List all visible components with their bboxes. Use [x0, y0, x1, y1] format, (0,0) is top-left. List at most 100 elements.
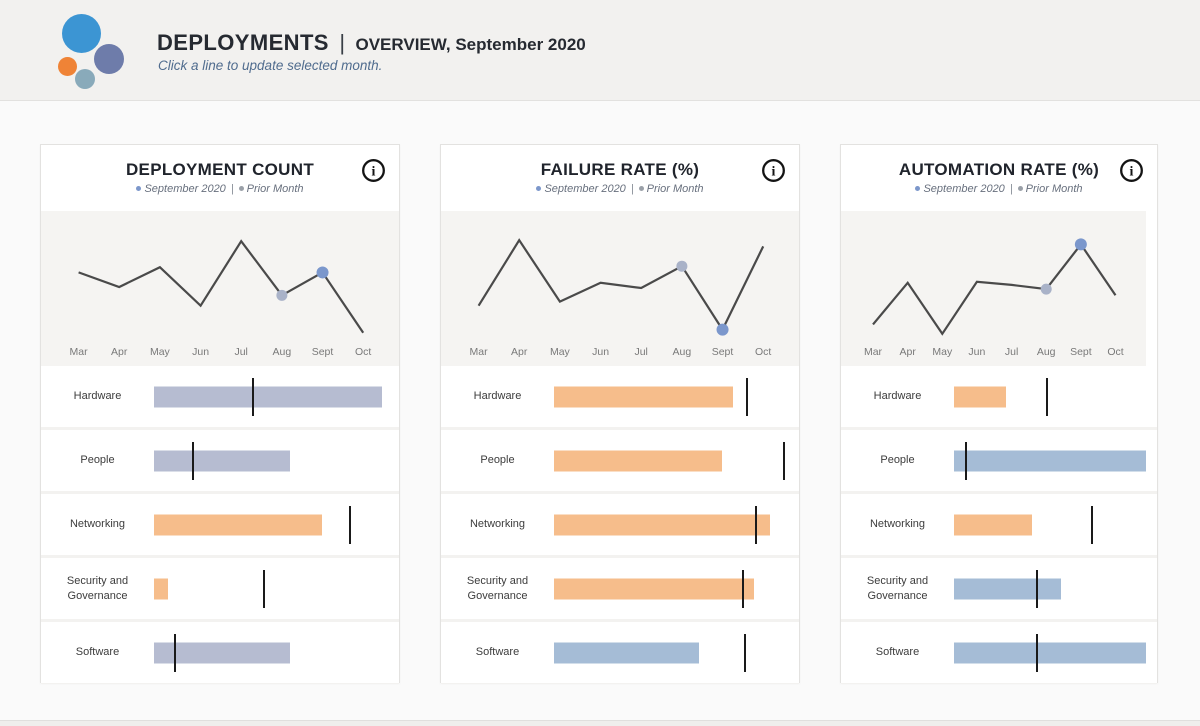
logo-circle-purple	[94, 44, 124, 74]
current-month-bar[interactable]	[554, 386, 734, 407]
bullet-track	[554, 622, 784, 683]
category-label: Networking	[469, 518, 526, 531]
svg-text:i: i	[772, 165, 776, 180]
trend-line-chart[interactable]: Mar Apr May Jun Jul Aug Sept Oct	[441, 211, 799, 366]
bullet-row: Software	[41, 622, 399, 683]
current-month-bar[interactable]	[154, 514, 322, 535]
prior-month-marker[interactable]	[276, 289, 288, 301]
trend-line[interactable]	[477, 238, 765, 332]
info-icon-glyph: i	[762, 159, 785, 182]
current-month-bar[interactable]	[554, 642, 699, 663]
selected-month-marker[interactable]	[316, 266, 329, 279]
category-label: Software	[875, 646, 920, 659]
prior-month-tick	[1036, 569, 1039, 608]
title-separator: |	[339, 30, 346, 55]
trend-line-svg[interactable]: Mar Apr May Jun Jul Aug Sept Oct	[841, 211, 1146, 366]
bullet-track	[154, 622, 384, 683]
info-icon[interactable]: i	[1119, 158, 1144, 183]
bullet-track	[954, 622, 1148, 683]
bullet-track	[554, 366, 784, 427]
bullet-row: Networking	[441, 494, 799, 555]
current-month-bar[interactable]	[154, 386, 382, 407]
current-month-bar[interactable]	[154, 578, 168, 599]
trend-line-chart[interactable]: Mar Apr May Jun Jul Aug Sept Oct	[41, 211, 399, 366]
month-axis-label: Mar	[470, 346, 489, 358]
current-month-bar[interactable]	[954, 386, 1007, 407]
bullet-track	[154, 494, 384, 555]
info-icon-glyph: i	[362, 159, 385, 182]
selected-month-marker[interactable]	[1074, 238, 1087, 251]
prior-month-tick	[263, 569, 266, 608]
category-label: Networking	[69, 518, 126, 531]
current-month-bar[interactable]	[154, 642, 290, 663]
trend-line[interactable]	[872, 242, 1117, 336]
bullet-row: Software	[441, 622, 799, 683]
bullet-row: People	[441, 430, 799, 491]
info-icon[interactable]: i	[361, 158, 386, 183]
legend-separator: |	[630, 183, 634, 195]
page-title: DEPLOYMENTS | OVERVIEW, September 2020	[157, 30, 586, 56]
month-axis-label: Apr	[900, 346, 917, 358]
bullet-track	[154, 366, 384, 427]
page-subtitle: Click a line to update selected month.	[158, 58, 383, 73]
legend-selected-label: September 2020	[923, 183, 1005, 195]
category-label: Hardware	[873, 390, 922, 403]
month-axis-label: Mar	[70, 346, 89, 358]
trend-line-svg[interactable]: Mar Apr May Jun Jul Aug Sept Oct	[441, 211, 799, 366]
prior-month-tick	[1036, 633, 1039, 672]
month-axis-label: Sept	[712, 346, 734, 358]
bullet-track	[554, 430, 785, 491]
legend-separator: |	[1009, 183, 1013, 195]
selected-month-marker[interactable]	[716, 323, 729, 336]
legend-selected-label: September 2020	[544, 183, 626, 195]
prior-month-tick	[1090, 505, 1093, 544]
current-month-bar[interactable]	[554, 514, 771, 535]
legend-selected-label: September 2020	[144, 183, 226, 195]
current-month-bar[interactable]	[154, 450, 290, 471]
month-axis-label: Apr	[511, 346, 528, 358]
month-axis-label: Jun	[192, 346, 209, 358]
legend-prior-label: Prior Month	[1025, 183, 1083, 195]
svg-text:i: i	[1130, 165, 1134, 180]
trend-line[interactable]	[78, 239, 365, 334]
current-month-bar[interactable]	[554, 578, 755, 599]
legend-prior-label: Prior Month	[646, 183, 704, 195]
panel-header: FAILURE RATE (%) September 2020 | Prior Mo…	[441, 145, 799, 211]
bullet-track	[154, 558, 384, 619]
bullet-track	[954, 430, 1148, 491]
category-label: Security and Governance	[866, 575, 929, 602]
prior-month-marker[interactable]	[676, 260, 688, 272]
panel-legend: September 2020 | Prior Month	[441, 183, 799, 195]
trend-line-chart[interactable]: Mar Apr May Jun Jul Aug Sept Oct	[841, 211, 1146, 366]
bullet-row: Hardware	[41, 366, 399, 427]
month-axis-label: Jul	[1005, 346, 1018, 358]
panel-automation-rate: AUTOMATION RATE (%) September 2020 | Prior…	[840, 144, 1158, 684]
category-label: Hardware	[473, 390, 522, 403]
month-axis-label: Aug	[1037, 346, 1056, 358]
info-icon-glyph: i	[1120, 159, 1143, 182]
category-label: People	[80, 454, 115, 467]
current-month-bar[interactable]	[554, 450, 722, 471]
current-month-bar[interactable]	[954, 450, 1147, 471]
bullet-row: Hardware	[441, 366, 799, 427]
legend-prior-label: Prior Month	[246, 183, 304, 195]
current-month-bar[interactable]	[954, 514, 1032, 535]
bullet-row: Security and Governance	[41, 558, 399, 619]
legend-selected-bullet-icon	[536, 185, 542, 191]
month-axis-label: Sept	[1070, 346, 1092, 358]
trend-line-svg[interactable]: Mar Apr May Jun Jul Aug Sept Oct	[41, 211, 399, 366]
bullet-row: Software	[841, 622, 1157, 683]
bullet-row: Hardware	[841, 366, 1157, 427]
month-axis-label: May	[932, 346, 953, 358]
current-month-bar[interactable]	[954, 642, 1147, 663]
prior-month-marker[interactable]	[1040, 283, 1052, 295]
prior-month-tick	[173, 633, 176, 672]
info-icon[interactable]: i	[761, 158, 786, 183]
legend-selected-bullet-icon	[915, 185, 921, 191]
month-axis-label: May	[150, 346, 171, 358]
prior-month-tick	[251, 377, 254, 416]
category-label: Software	[475, 646, 520, 659]
category-label: Networking	[869, 518, 926, 531]
current-month-bar[interactable]	[954, 578, 1061, 599]
legend-prior-bullet-icon	[238, 185, 244, 191]
